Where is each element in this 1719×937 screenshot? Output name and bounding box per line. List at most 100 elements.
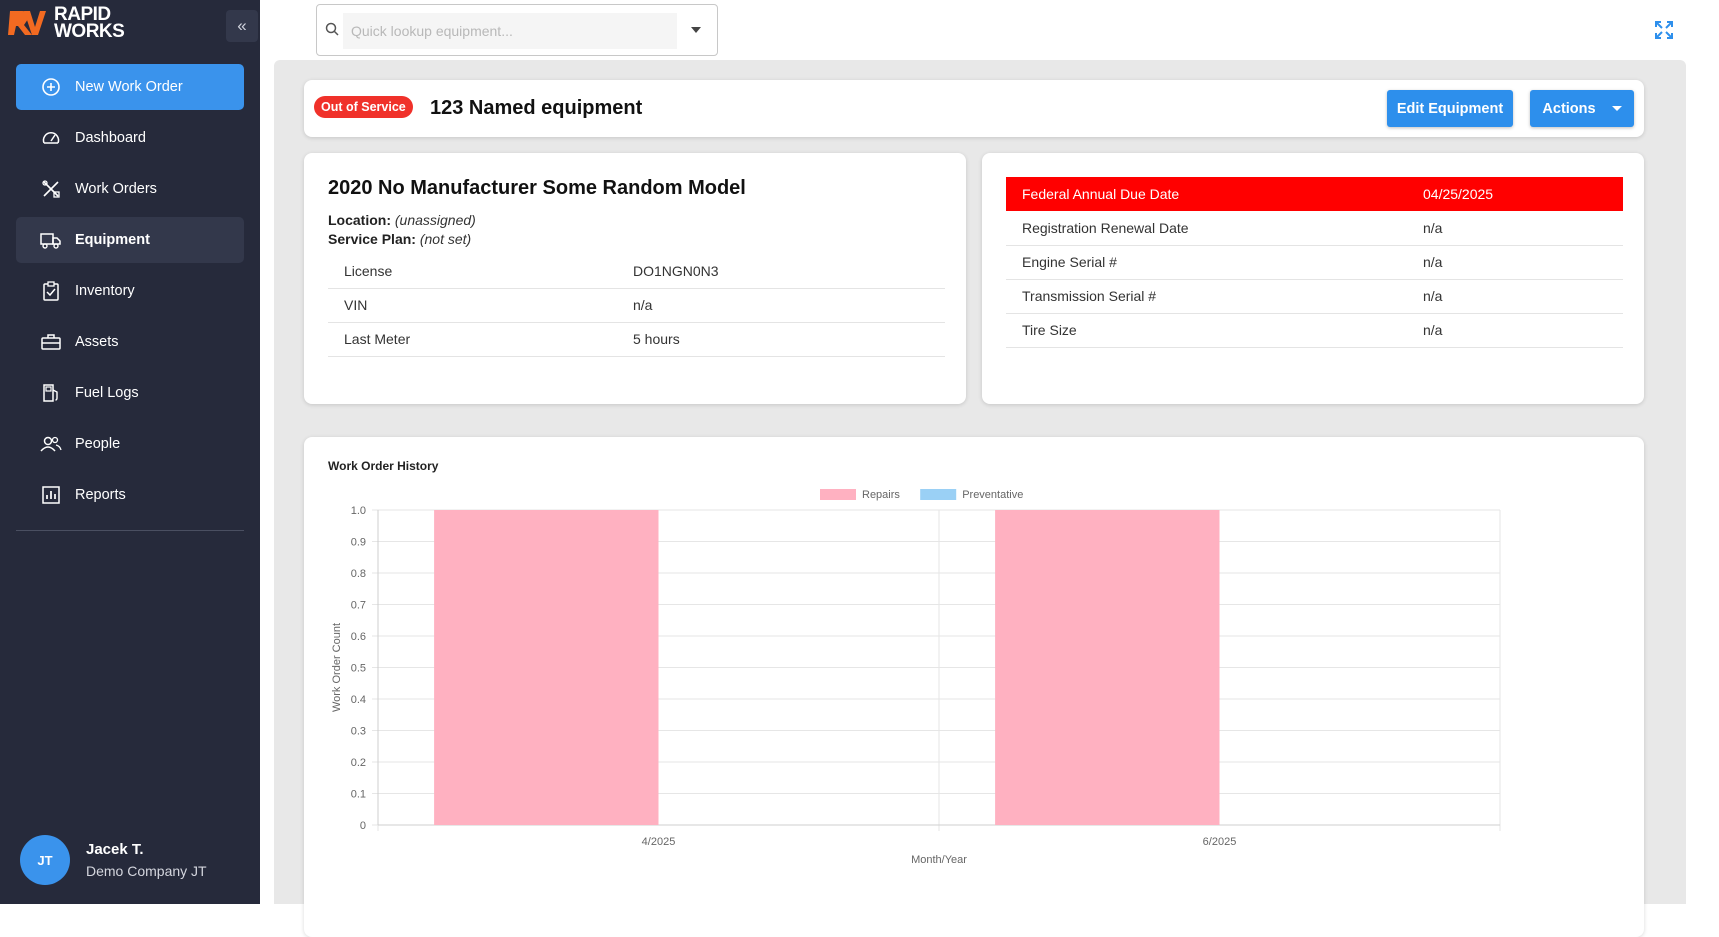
y-axis-title: Work Order Count [331, 623, 343, 712]
nav-label: Fuel Logs [75, 385, 139, 401]
detail-value: DO1NGN0N3 [617, 254, 945, 289]
equipment-search-input[interactable] [343, 13, 677, 49]
date-value: n/a [1407, 313, 1623, 348]
collapse-sidebar-button[interactable]: « [226, 10, 258, 42]
user-name: Jacek T. [86, 841, 144, 858]
detail-value: n/a [617, 288, 945, 323]
table-row: Engine Serial # n/a [1006, 245, 1623, 280]
sidebar-item-inventory[interactable]: Inventory [16, 268, 244, 314]
tools-icon [40, 178, 62, 200]
status-badge: Out of Service [314, 96, 413, 118]
y-tick-label: 0.5 [351, 663, 366, 675]
sidebar-item-work-orders[interactable]: Work Orders [16, 166, 244, 212]
y-tick-label: 0 [360, 820, 366, 832]
sidebar-item-equipment[interactable]: Equipment [16, 217, 244, 263]
fullscreen-expand-icon[interactable] [1654, 20, 1674, 40]
table-row: Transmission Serial # n/a [1006, 279, 1623, 314]
legend-label-preventative: Preventative [962, 489, 1023, 501]
work-order-history-card: Work Order History 0 0.1 0.2 0.3 0.4 0.5 0.6 0.… [304, 437, 1644, 937]
y-tick-label: 0.8 [351, 568, 366, 580]
y-tick-label: 0.3 [351, 726, 366, 738]
truck-icon [40, 229, 62, 251]
sidebar-item-reports[interactable]: Reports [16, 472, 244, 518]
legend-swatch-preventative [920, 489, 957, 500]
nav-label: Dashboard [75, 130, 146, 146]
nav-label: Equipment [75, 232, 150, 248]
sidebar-item-people[interactable]: People [16, 421, 244, 467]
logo[interactable]: RAPID WORKS [8, 4, 125, 42]
nav-label: People [75, 436, 121, 452]
user-company: Demo Company JT [86, 863, 207, 879]
work-order-history-chart: 0 0.1 0.2 0.3 0.4 0.5 0.6 0.7 0.8 0.9 1.0 4/2025 6/2… [331, 489, 1501, 866]
nav-label: Reports [75, 487, 126, 503]
actions-dropdown-button[interactable]: Actions [1530, 90, 1634, 127]
x-axis-title: Month/Year [911, 854, 967, 866]
new-work-order-button[interactable]: New Work Order [16, 64, 244, 110]
date-value: 04/25/2025 [1407, 177, 1623, 211]
location-label: Location: [328, 212, 391, 228]
service-plan-value: (not set) [419, 231, 472, 247]
nav-divider [16, 530, 244, 531]
sidebar: RAPID WORKS « New Work Order Dashboard W… [0, 0, 260, 904]
toolbox-icon [40, 331, 62, 353]
chart-title: Work Order History [328, 459, 439, 473]
sidebar-item-dashboard[interactable]: Dashboard [16, 115, 244, 161]
location-line: Location: (unassigned) [328, 212, 476, 228]
chevron-down-icon[interactable] [691, 27, 701, 33]
date-value: n/a [1407, 211, 1623, 246]
date-label: Registration Renewal Date [1006, 211, 1407, 246]
location-value: (unassigned) [394, 212, 476, 228]
y-tick-label: 0.1 [351, 789, 366, 801]
bar-repairs [434, 510, 659, 825]
plus-circle-icon [40, 76, 62, 98]
y-tick-label: 0.4 [351, 694, 366, 706]
equipment-details-table: License DO1NGN0N3 VIN n/a Last Meter 5 h… [328, 254, 945, 357]
x-tick-label: 4/2025 [642, 836, 676, 848]
date-value: n/a [1407, 279, 1623, 314]
main-content: Out of Service 123 Named equipment Edit … [274, 60, 1686, 937]
avatar: JT [20, 835, 70, 885]
detail-label: VIN [328, 288, 617, 323]
nav-label: Inventory [75, 283, 135, 299]
y-tick-label: 0.7 [351, 600, 366, 612]
edit-equipment-label: Edit Equipment [1396, 100, 1504, 117]
y-tick-label: 0.2 [351, 757, 366, 769]
caret-down-icon [1611, 106, 1622, 111]
x-tick-label: 6/2025 [1203, 836, 1237, 848]
bar-chart-icon [40, 484, 62, 506]
sidebar-nav: New Work Order Dashboard Work Orders Equ… [16, 64, 244, 523]
clipboard-check-icon [40, 280, 62, 302]
equipment-info-card: 2020 No Manufacturer Some Random Model L… [304, 153, 966, 404]
equipment-name: 123 Named equipment [430, 97, 643, 119]
table-row-overdue: Federal Annual Due Date 04/25/2025 [1006, 177, 1623, 211]
equipment-header-card: Out of Service 123 Named equipment Edit … [304, 80, 1644, 137]
search-icon [325, 22, 339, 36]
user-profile[interactable]: JT Jacek T. Demo Company JT [20, 835, 207, 885]
table-row: Last Meter 5 hours [328, 322, 945, 357]
edit-equipment-button[interactable]: Edit Equipment [1387, 90, 1513, 127]
legend-label-repairs: Repairs [862, 489, 900, 501]
nav-label: Assets [75, 334, 119, 350]
nav-label: Work Orders [75, 181, 157, 197]
sidebar-item-fuel-logs[interactable]: Fuel Logs [16, 370, 244, 416]
y-tick-label: 0.9 [351, 537, 366, 549]
model-title: 2020 No Manufacturer Some Random Model [328, 177, 746, 199]
service-plan-label: Service Plan: [328, 231, 416, 247]
equipment-lookup[interactable] [316, 4, 718, 56]
sidebar-item-assets[interactable]: Assets [16, 319, 244, 365]
table-row: Registration Renewal Date n/a [1006, 211, 1623, 246]
double-chevron-left-icon: « [237, 16, 247, 35]
y-tick-label: 1.0 [351, 505, 366, 517]
equipment-dates-table: Federal Annual Due Date 04/25/2025 Regis… [1006, 177, 1623, 348]
service-plan-line: Service Plan: (not set) [328, 231, 471, 247]
legend-swatch-repairs [820, 489, 856, 500]
detail-label: License [328, 254, 617, 289]
logo-text-line2: WORKS [54, 21, 125, 42]
date-label: Federal Annual Due Date [1006, 177, 1407, 211]
date-label: Tire Size [1006, 313, 1407, 348]
fuel-pump-icon [40, 382, 62, 404]
equipment-dates-card: Federal Annual Due Date 04/25/2025 Regis… [982, 153, 1644, 404]
logo-text-line1: RAPID [54, 4, 111, 25]
date-label: Engine Serial # [1006, 245, 1407, 280]
detail-value: 5 hours [617, 322, 945, 357]
